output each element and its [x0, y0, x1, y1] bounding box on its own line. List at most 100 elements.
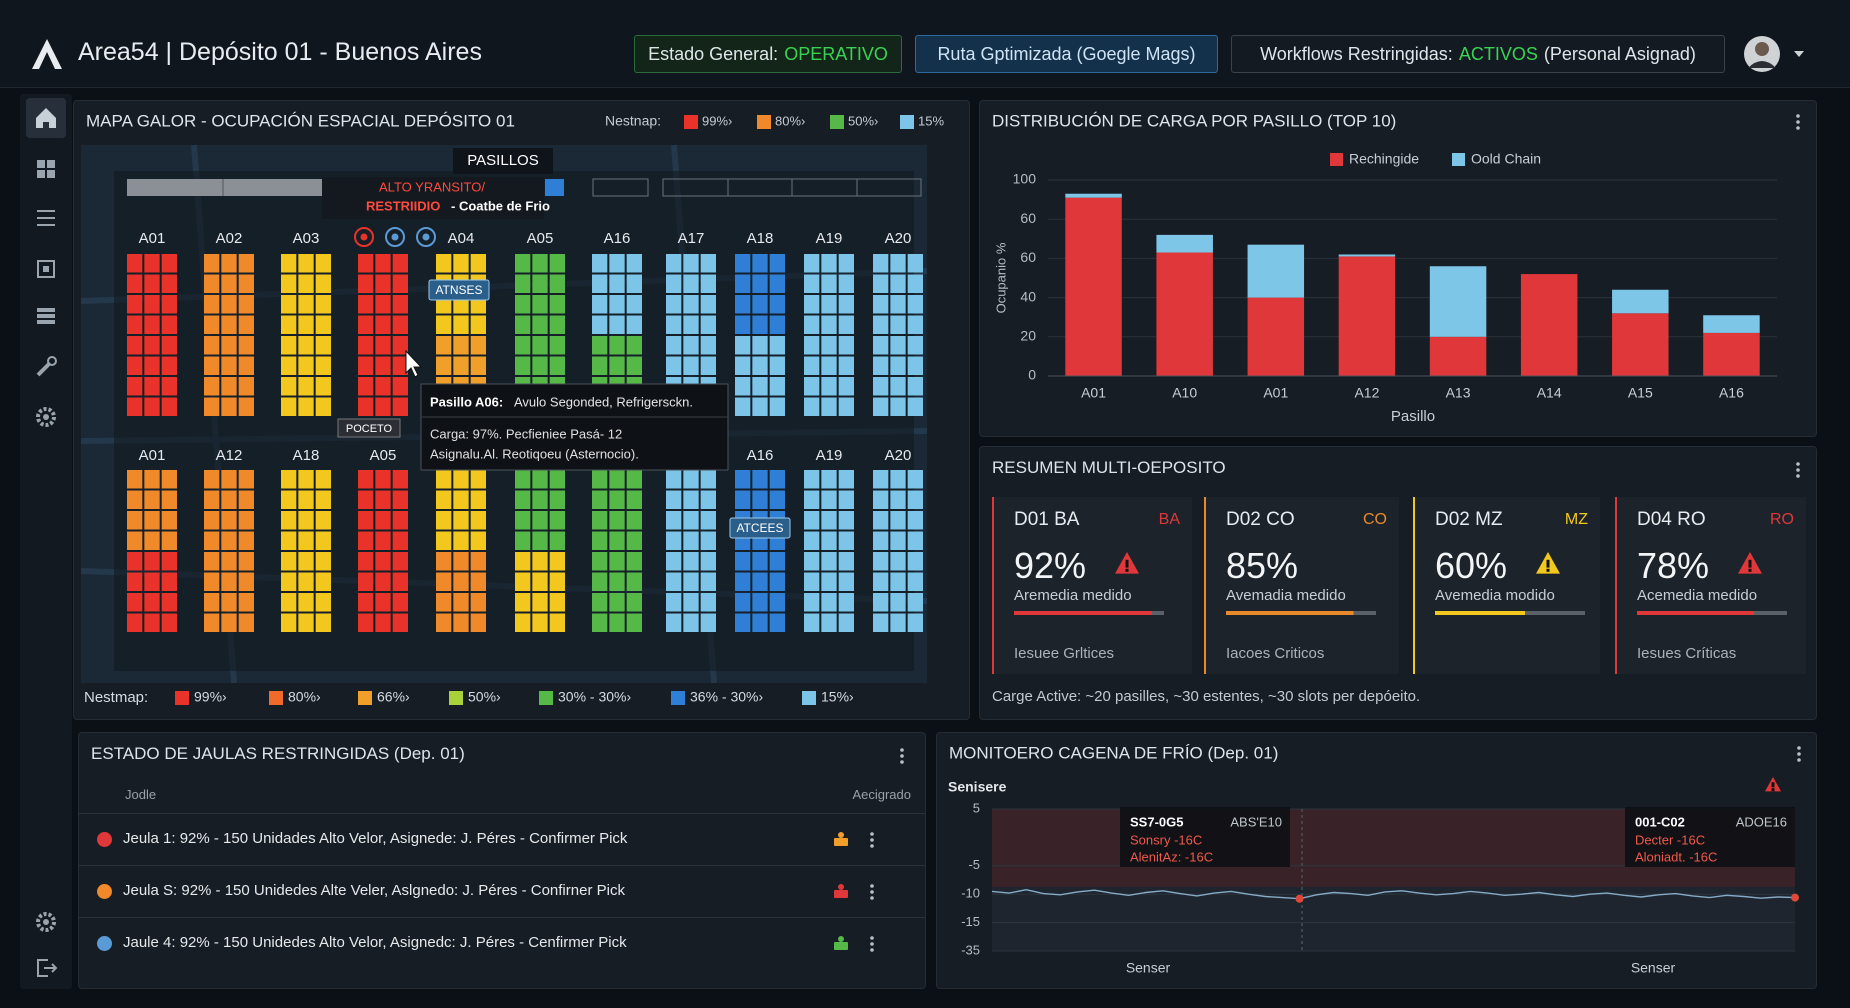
aisle[interactable]	[358, 254, 408, 416]
aisle[interactable]	[873, 254, 923, 416]
sidebar-icon[interactable]	[26, 902, 66, 942]
aisle[interactable]	[358, 470, 408, 632]
aisle-cell	[609, 356, 625, 375]
aisle[interactable]	[592, 470, 642, 632]
aisle-cell	[358, 593, 374, 612]
aisle[interactable]	[666, 470, 716, 632]
aisle-label: A03	[293, 230, 320, 247]
aisle[interactable]	[127, 254, 177, 416]
legend-swatch	[757, 115, 771, 129]
action-icon[interactable]	[831, 830, 851, 850]
bar-segment	[1156, 234, 1213, 253]
aisle[interactable]	[873, 470, 923, 632]
sidebar-icon[interactable]	[26, 397, 66, 437]
menu-button[interactable]	[1796, 462, 1800, 478]
sidebar-icon[interactable]	[26, 948, 66, 988]
route-button[interactable]: Ruta Gptimizada (Goegle Mags)	[915, 35, 1218, 73]
aisle-cell	[238, 397, 254, 416]
aisle[interactable]	[204, 254, 254, 416]
y-tick-label: 60	[1020, 210, 1036, 226]
menu-button[interactable]	[870, 832, 874, 848]
aisle[interactable]	[127, 470, 177, 632]
menu-dot	[1796, 468, 1800, 472]
aisle[interactable]	[804, 470, 854, 632]
aisle-cell	[221, 593, 237, 612]
column-header: Aecigrado	[852, 787, 911, 802]
aisle-cell	[436, 552, 452, 571]
action-icon[interactable]	[831, 934, 851, 954]
sidebar-icon[interactable]	[26, 347, 66, 387]
aisle-cell	[375, 470, 391, 489]
aisle-cell	[890, 356, 906, 375]
aisle-cell	[592, 254, 608, 273]
aisle-cell	[735, 552, 751, 571]
sidebar-icon[interactable]	[26, 249, 66, 289]
aisle-cell	[626, 470, 642, 489]
sidebar-icon[interactable]	[26, 98, 66, 138]
aisle-cell	[549, 295, 565, 314]
aisle-cell	[453, 336, 469, 355]
aisle-cell	[609, 274, 625, 293]
menu-button[interactable]	[870, 936, 874, 952]
aisle[interactable]	[281, 470, 331, 632]
aisle[interactable]	[204, 470, 254, 632]
aisle-cell	[735, 356, 751, 375]
aisle-cell	[161, 552, 177, 571]
aisle-cell	[873, 552, 889, 571]
aisle-cell	[626, 572, 642, 591]
aisle-cell	[700, 552, 716, 571]
action-icon[interactable]	[831, 882, 851, 902]
aisle-cell	[315, 552, 331, 571]
badge-label: ATCEES	[736, 521, 783, 535]
aisle-cell	[873, 572, 889, 591]
aisle-cell	[281, 593, 297, 612]
aisle-cell	[470, 552, 486, 571]
aisle-cell	[873, 593, 889, 612]
menu-button[interactable]	[1797, 746, 1801, 762]
legend-label: Rechingide	[1349, 151, 1419, 167]
cage-row[interactable]: Jeula 1: 92% - 150 Unidades Alto Velor, …	[79, 813, 925, 865]
aisle-cell	[375, 315, 391, 334]
aisle[interactable]	[735, 254, 785, 416]
aisle-cell	[907, 397, 923, 416]
aisle-cell	[626, 336, 642, 355]
aisle-cell	[127, 572, 143, 591]
menu-button[interactable]	[900, 748, 904, 764]
status-icon	[385, 227, 405, 247]
aisle-cell	[735, 593, 751, 612]
aisle-cell	[238, 254, 254, 273]
tooltip-title: Pasillo A06:	[430, 394, 503, 409]
sidebar-icon[interactable]	[26, 149, 66, 189]
legend-label: 99%›	[194, 689, 227, 705]
sidebar-icon[interactable]	[26, 198, 66, 238]
tab[interactable]: PASILLOS	[453, 148, 553, 174]
cage-row[interactable]: Jaule 4: 92% - 150 Unidedes Alto Velor, …	[79, 917, 925, 969]
aisle[interactable]	[804, 254, 854, 416]
x-tick-label: A16	[1719, 385, 1744, 401]
user-avatar[interactable]	[1742, 34, 1822, 74]
aisle-cell	[769, 254, 785, 273]
action-icon-head	[838, 884, 844, 890]
legend-swatch	[539, 691, 553, 705]
aisle-cell	[821, 572, 837, 591]
aisle-cell	[127, 377, 143, 396]
aisle-cell	[752, 593, 768, 612]
app-title: Area54 | Depósito 01 - Buenos Aires	[78, 38, 482, 66]
aisle-cell	[752, 572, 768, 591]
cage-row[interactable]: Jeula S: 92% - 150 Unidedes Alte Veler, …	[79, 865, 925, 917]
menu-button[interactable]	[1796, 114, 1800, 130]
x-tick-label: A14	[1537, 385, 1562, 401]
aisle[interactable]	[515, 470, 565, 632]
y-axis-label: Ocupanio %	[993, 242, 1008, 313]
warning-mark	[1771, 788, 1775, 792]
sidebar-icon[interactable]	[26, 296, 66, 336]
aisle[interactable]	[436, 470, 486, 632]
aisle-cell	[609, 511, 625, 530]
aisle-cell	[281, 511, 297, 530]
menu-button[interactable]	[870, 884, 874, 900]
aisle-cell	[890, 397, 906, 416]
aisle-cell	[221, 490, 237, 509]
bar-segment	[1065, 197, 1122, 376]
aisle-cell	[666, 315, 682, 334]
aisle[interactable]	[281, 254, 331, 416]
